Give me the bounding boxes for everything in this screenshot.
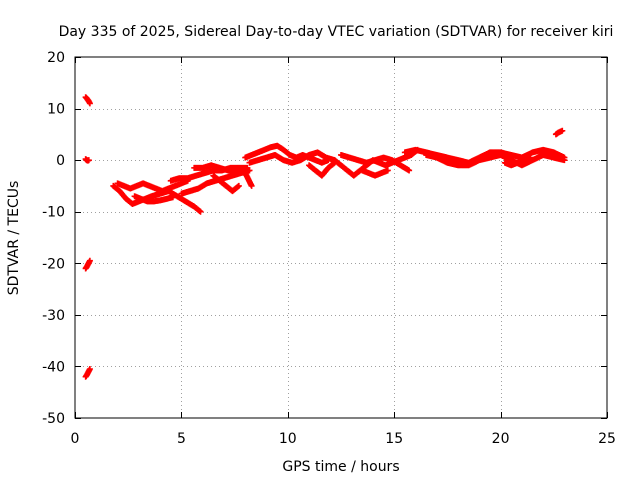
x-tick-label: 20 [492,431,510,447]
x-axis-label: GPS time / hours [282,459,399,475]
data-point [559,127,566,134]
plot-border [74,56,608,419]
series-track-g [210,172,242,195]
series-track-o [423,151,568,169]
data-point [86,100,93,107]
x-tick-label: 0 [71,431,80,447]
data-point [384,167,391,174]
series-early-high [82,94,93,107]
data-points [82,94,568,380]
series-early-minus20 [82,257,93,272]
x-axis: 0 5 10 15 20 25 [71,57,616,447]
data-point [248,182,255,189]
x-tick-label: 10 [279,431,297,447]
series-track-l [338,151,413,174]
y-tick-label: -30 [42,308,65,324]
y-tick-label: -40 [42,359,65,375]
x-tick-label: 5 [177,431,186,447]
series-track-i [246,149,338,166]
y-axis: -50 -40 -30 -20 -10 0 10 20 [42,50,607,427]
series-track-c [131,193,176,205]
data-point [85,157,92,164]
y-tick-label: -20 [42,256,65,272]
series-track-h [242,142,332,166]
y-tick-label: 20 [47,50,65,66]
y-tick-label: -50 [42,411,65,427]
x-tick-label: 15 [385,431,403,447]
series-track-p [501,154,534,169]
data-point [197,208,204,215]
series-late-high [552,127,566,138]
series-early-zero [82,156,92,164]
data-point [169,194,176,201]
y-axis-label: SDTVAR / TECUs [6,181,22,296]
series-early-minus40 [82,366,93,380]
chart-title: Day 335 of 2025, Sidereal Day-to-day VTE… [59,24,614,40]
data-point [246,167,253,174]
data-point [235,182,242,189]
series-track-a [110,182,204,215]
y-tick-label: 10 [47,102,65,118]
data-point [561,157,568,164]
grid [75,57,607,418]
series-track-m [359,167,391,179]
series-track-f [191,162,255,189]
y-tick-label: -10 [42,205,65,221]
series-track-b [114,177,191,195]
data-point [527,154,534,161]
y-tick-label: 0 [56,153,65,169]
data-point [406,167,413,174]
x-tick-label: 25 [598,431,616,447]
data-point [86,257,93,264]
data-point [86,366,93,373]
series-track-j [306,159,338,179]
